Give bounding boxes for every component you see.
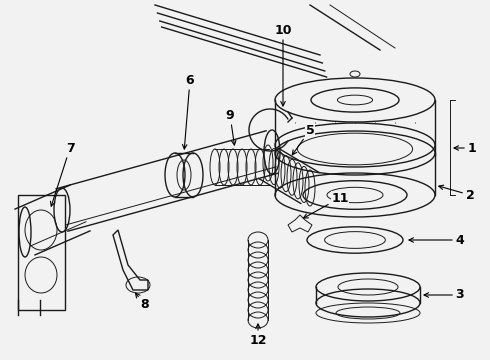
Text: 1: 1 [454,141,476,154]
Text: 2: 2 [439,185,474,202]
Text: 5: 5 [293,123,315,155]
Text: 10: 10 [274,23,292,106]
Text: 8: 8 [136,293,149,311]
Text: 3: 3 [424,288,465,302]
Text: 6: 6 [182,73,195,149]
Text: 7: 7 [50,141,74,206]
Text: 9: 9 [226,108,236,145]
Text: 4: 4 [409,234,465,247]
Text: 11: 11 [303,192,349,218]
Text: 12: 12 [249,324,267,346]
